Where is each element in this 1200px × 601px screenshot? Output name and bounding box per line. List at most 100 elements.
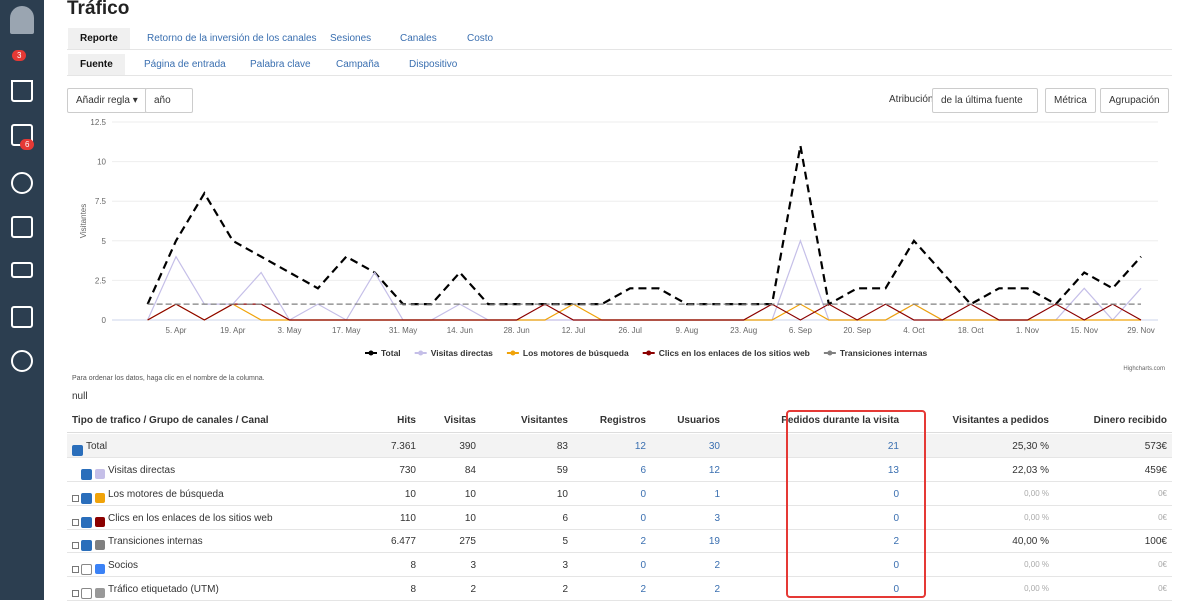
legend-symbol bbox=[827, 350, 833, 356]
table-cell[interactable]: 0 bbox=[893, 489, 899, 500]
table-cell: 0€ bbox=[1158, 513, 1167, 522]
table-cell[interactable]: 2 bbox=[640, 584, 646, 595]
expand-toggle[interactable] bbox=[72, 519, 79, 526]
tasks-icon[interactable] bbox=[11, 216, 33, 238]
add-rule-button[interactable]: Añadir regla ▾ bbox=[67, 88, 147, 113]
column-header[interactable]: Tipo de trafico / Grupo de canales / Can… bbox=[72, 415, 269, 426]
row-bg bbox=[67, 553, 1172, 577]
checkbox[interactable] bbox=[81, 564, 92, 575]
table-cell[interactable]: 6 bbox=[640, 465, 646, 476]
x-tick-label: 19. Apr bbox=[220, 326, 246, 335]
table-cell[interactable]: 2 bbox=[640, 536, 646, 547]
table-cell: 22,03 % bbox=[1012, 465, 1049, 476]
subtab[interactable]: Dispositivo bbox=[409, 59, 458, 70]
avatar[interactable] bbox=[10, 6, 34, 34]
table-cell[interactable]: 19 bbox=[708, 536, 720, 547]
tab[interactable]: Retorno de la inversión de los canales bbox=[147, 33, 317, 44]
expand-toggle[interactable] bbox=[72, 542, 79, 549]
x-tick-label: 18. Oct bbox=[958, 326, 985, 335]
table-cell[interactable]: 1 bbox=[714, 489, 720, 500]
checkbox[interactable] bbox=[81, 469, 92, 480]
y-tick-label: 7.5 bbox=[95, 197, 107, 206]
table-cell[interactable]: 21 bbox=[887, 441, 899, 452]
table-cell: 83 bbox=[556, 441, 568, 452]
channel-icon bbox=[95, 564, 105, 574]
row-bg bbox=[67, 577, 1172, 601]
column-header[interactable]: Usuarios bbox=[677, 415, 720, 426]
channel-icon bbox=[95, 469, 105, 479]
channel-icon bbox=[95, 493, 105, 503]
table-cell[interactable]: 0 bbox=[893, 584, 899, 595]
table-cell[interactable]: 0 bbox=[640, 560, 646, 571]
tab[interactable]: Canales bbox=[400, 33, 437, 44]
table-cell[interactable]: 12 bbox=[634, 441, 646, 452]
y-tick-label: 2.5 bbox=[95, 276, 107, 285]
safe-icon[interactable] bbox=[11, 306, 33, 328]
x-tick-label: 20. Sep bbox=[843, 326, 871, 335]
column-header[interactable]: Pedidos durante la visita bbox=[781, 415, 899, 426]
subtab[interactable]: Página de entrada bbox=[144, 59, 226, 70]
tab[interactable]: Sesiones bbox=[330, 33, 372, 44]
legend-label: Total bbox=[381, 348, 401, 358]
period-select[interactable]: año bbox=[145, 88, 193, 113]
legend-symbol bbox=[368, 350, 374, 356]
table-cell[interactable]: 0 bbox=[893, 513, 899, 524]
tab[interactable]: Reporte bbox=[68, 28, 130, 49]
label: Agrupación bbox=[1109, 95, 1160, 106]
tab[interactable]: Costo bbox=[467, 33, 494, 44]
checkbox[interactable] bbox=[72, 445, 83, 456]
table-cell[interactable]: 13 bbox=[887, 465, 899, 476]
table-cell[interactable]: 3 bbox=[714, 513, 720, 524]
grouping-button[interactable]: Agrupación bbox=[1100, 88, 1169, 113]
table-cell[interactable]: 0 bbox=[640, 513, 646, 524]
table-cell: Clics en los enlaces de los sitios web bbox=[108, 513, 273, 524]
channel-icon bbox=[95, 540, 105, 550]
page-title: Tráfico bbox=[67, 0, 130, 19]
table-cell: 84 bbox=[464, 465, 476, 476]
column-header[interactable]: Visitantes bbox=[520, 415, 568, 426]
table-cell: 2 bbox=[470, 584, 476, 595]
x-tick-label: 15. Nov bbox=[1070, 326, 1098, 335]
subtab[interactable]: Campaña bbox=[336, 59, 380, 70]
table-cell: Transiciones internas bbox=[108, 536, 203, 547]
legend-symbol bbox=[646, 350, 652, 356]
metric-button[interactable]: Métrica bbox=[1045, 88, 1096, 113]
table-cell[interactable]: 0 bbox=[640, 489, 646, 500]
chat-icon[interactable] bbox=[11, 350, 33, 372]
table-cell[interactable]: 0 bbox=[893, 560, 899, 571]
column-header[interactable]: Dinero recibido bbox=[1093, 415, 1167, 426]
home-icon[interactable] bbox=[11, 80, 33, 102]
table-cell: 730 bbox=[399, 465, 416, 476]
checkbox[interactable] bbox=[81, 540, 92, 551]
x-tick-label: 23. Aug bbox=[730, 326, 757, 335]
checkbox[interactable] bbox=[81, 517, 92, 528]
table-cell[interactable]: 2 bbox=[714, 560, 720, 571]
table-cell: 573€ bbox=[1144, 441, 1167, 452]
subtab[interactable]: Palabra clave bbox=[250, 59, 311, 70]
column-header[interactable]: Hits bbox=[397, 415, 416, 426]
attribution-select[interactable]: de la última fuente bbox=[932, 88, 1038, 113]
users-icon[interactable] bbox=[11, 172, 33, 194]
table-cell[interactable]: 12 bbox=[708, 465, 720, 476]
column-header[interactable]: Registros bbox=[599, 415, 646, 426]
row-bg bbox=[67, 506, 1172, 530]
x-tick-label: 9. Aug bbox=[676, 326, 699, 335]
expand-toggle[interactable] bbox=[72, 590, 79, 597]
column-header[interactable]: Visitas bbox=[443, 415, 476, 426]
subtab[interactable]: Fuente bbox=[68, 54, 125, 75]
mail-icon[interactable] bbox=[11, 262, 33, 278]
expand-toggle[interactable] bbox=[72, 566, 79, 573]
column-header[interactable]: Visitantes a pedidos bbox=[952, 415, 1049, 426]
channel-icon bbox=[95, 517, 105, 527]
table-cell: 390 bbox=[459, 441, 476, 452]
checkbox[interactable] bbox=[81, 493, 92, 504]
expand-toggle[interactable] bbox=[72, 495, 79, 502]
table-cell[interactable]: 30 bbox=[708, 441, 720, 452]
table-cell: 275 bbox=[459, 536, 476, 547]
channel-icon bbox=[95, 588, 105, 598]
row-bg bbox=[67, 434, 1172, 458]
checkbox[interactable] bbox=[81, 588, 92, 599]
header-line bbox=[67, 432, 1172, 433]
table-cell[interactable]: 2 bbox=[893, 536, 899, 547]
table-cell[interactable]: 2 bbox=[714, 584, 720, 595]
